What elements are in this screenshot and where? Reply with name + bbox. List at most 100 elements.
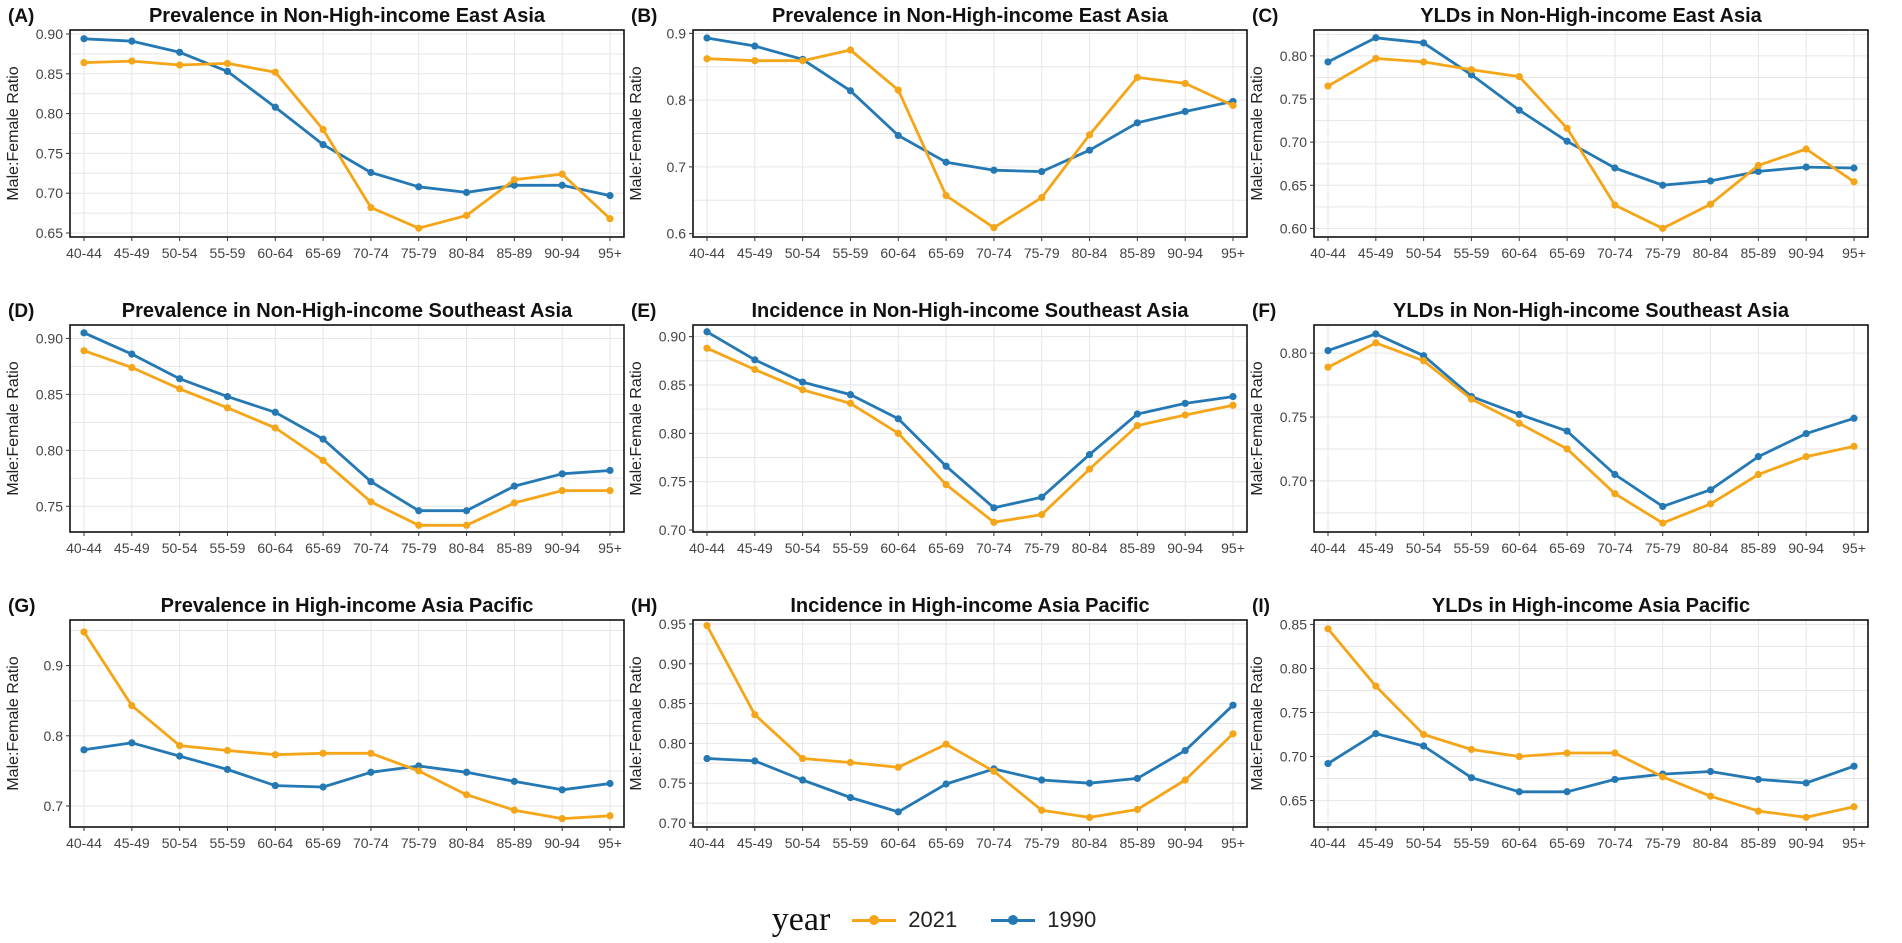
point-2021-75-79 <box>415 224 423 232</box>
x-tick-label: 90-94 <box>544 245 580 261</box>
y-axis-label: Male:Female Ratio <box>1249 656 1266 790</box>
point-2021-90-94 <box>1181 411 1189 419</box>
point-1990-60-64 <box>271 408 279 416</box>
point-2021-65-69 <box>1563 749 1571 757</box>
x-tick-label: 75-79 <box>401 540 437 556</box>
point-2021-90-94 <box>1181 79 1189 88</box>
point-1990-50-54 <box>176 48 184 56</box>
legend-title: year <box>771 901 831 938</box>
y-tick-label: 0.85 <box>659 377 686 393</box>
point-2021-60-64 <box>1515 419 1523 427</box>
point-1990-90-94 <box>1181 746 1189 755</box>
chart-title: Incidence in Non-High-income Southeast A… <box>751 300 1189 322</box>
point-2021-70-74 <box>1611 201 1619 209</box>
y-axis-label: Male:Female Ratio <box>5 361 22 495</box>
point-2021-50-54 <box>176 742 184 750</box>
point-1990-55-59 <box>1467 774 1476 782</box>
panel-label: (B) <box>631 6 657 27</box>
point-1990-80-84 <box>462 768 471 776</box>
point-1990-95+ <box>1850 414 1858 422</box>
point-1990-75-79 <box>1659 181 1667 189</box>
point-1990-95+ <box>1229 701 1237 709</box>
point-1990-95+ <box>606 466 614 475</box>
point-1990-80-84 <box>1085 146 1094 154</box>
x-tick-label: 60-64 <box>257 245 293 261</box>
point-2021-60-64 <box>1515 72 1523 81</box>
point-2021-95+ <box>1850 803 1858 811</box>
x-tick-label: 60-64 <box>880 835 916 851</box>
x-tick-label: 70-74 <box>1597 835 1633 851</box>
point-2021-90-94 <box>558 170 566 178</box>
point-2021-70-74 <box>367 498 375 506</box>
point-2021-80-84 <box>1085 131 1094 139</box>
x-tick-label: 90-94 <box>1788 540 1824 556</box>
point-2021-50-54 <box>1420 58 1428 66</box>
x-tick-label: 85-89 <box>496 835 532 851</box>
point-2021-45-49 <box>751 365 759 374</box>
x-tick-label: 50-54 <box>785 245 821 261</box>
point-2021-75-79 <box>1659 773 1667 781</box>
y-tick-label: 0.65 <box>36 225 63 241</box>
x-tick-label: 55-59 <box>833 245 869 261</box>
x-tick-label: 60-64 <box>880 245 916 261</box>
point-2021-60-64 <box>271 424 279 432</box>
x-tick-label: 70-74 <box>1597 245 1633 261</box>
point-2021-70-74 <box>1611 490 1619 498</box>
y-tick-label: 0.70 <box>1280 134 1307 150</box>
point-1990-55-59 <box>223 393 232 401</box>
series-line-1990 <box>706 36 1234 174</box>
point-2021-40-44 <box>80 628 88 636</box>
y-tick-label: 0.80 <box>1280 48 1307 64</box>
point-2021-75-79 <box>1038 510 1046 519</box>
point-2021-70-74 <box>990 224 998 232</box>
point-1990-50-54 <box>176 375 184 383</box>
point-2021-75-79 <box>1659 519 1667 527</box>
point-2021-45-49 <box>1372 339 1380 347</box>
y-tick-label: 0.9 <box>44 658 64 674</box>
point-1990-55-59 <box>1467 71 1476 79</box>
legend-item-2021: 2021 <box>852 907 957 933</box>
x-tick-label: 40-44 <box>66 835 102 851</box>
x-tick-label: 45-49 <box>737 835 773 851</box>
chart-title: Prevalence in Non-High-income East Asia <box>772 5 1169 27</box>
point-1990-95+ <box>1850 762 1858 770</box>
point-2021-70-74 <box>367 203 375 212</box>
x-tick-label: 90-94 <box>1167 245 1203 261</box>
point-2021-60-64 <box>1515 752 1523 761</box>
point-2021-60-64 <box>894 86 902 94</box>
point-2021-95+ <box>1850 178 1858 186</box>
plot-frame <box>69 29 625 238</box>
x-tick-label: 45-49 <box>114 835 150 851</box>
plot-frame <box>1313 29 1869 238</box>
x-tick-label: 95+ <box>1842 540 1866 556</box>
point-1990-75-79 <box>1659 502 1667 511</box>
plot-frame <box>692 29 1248 238</box>
panel-label: (H) <box>631 596 657 617</box>
point-2021-50-54 <box>799 754 807 763</box>
chart-title: Incidence in High-income Asia Pacific <box>790 595 1149 617</box>
point-1990-85-89 <box>1754 775 1762 784</box>
point-1990-95+ <box>606 192 614 200</box>
point-1990-45-49 <box>751 356 759 364</box>
point-1990-85-89 <box>1133 410 1141 418</box>
point-1990-65-69 <box>319 435 327 443</box>
y-tick-label: 0.75 <box>36 498 63 514</box>
point-1990-90-94 <box>558 786 566 794</box>
x-tick-label: 60-64 <box>1501 540 1537 556</box>
x-tick-label: 75-79 <box>401 245 437 261</box>
y-tick-label: 0.90 <box>659 329 686 345</box>
x-tick-label: 90-94 <box>544 540 580 556</box>
x-tick-label: 70-74 <box>976 245 1012 261</box>
x-tick-label: 50-54 <box>1406 540 1442 556</box>
x-tick-label: 40-44 <box>689 835 725 851</box>
plot-frame <box>69 324 625 533</box>
point-2021-80-84 <box>1706 200 1715 208</box>
point-2021-95+ <box>1229 101 1237 110</box>
point-2021-55-59 <box>1467 745 1476 754</box>
x-tick-label: 80-84 <box>1693 245 1729 261</box>
point-2021-65-69 <box>319 125 327 134</box>
x-tick-label: 50-54 <box>785 835 821 851</box>
x-tick-label: 55-59 <box>833 540 869 556</box>
point-1990-75-79 <box>1038 776 1046 784</box>
x-tick-label: 70-74 <box>976 835 1012 851</box>
